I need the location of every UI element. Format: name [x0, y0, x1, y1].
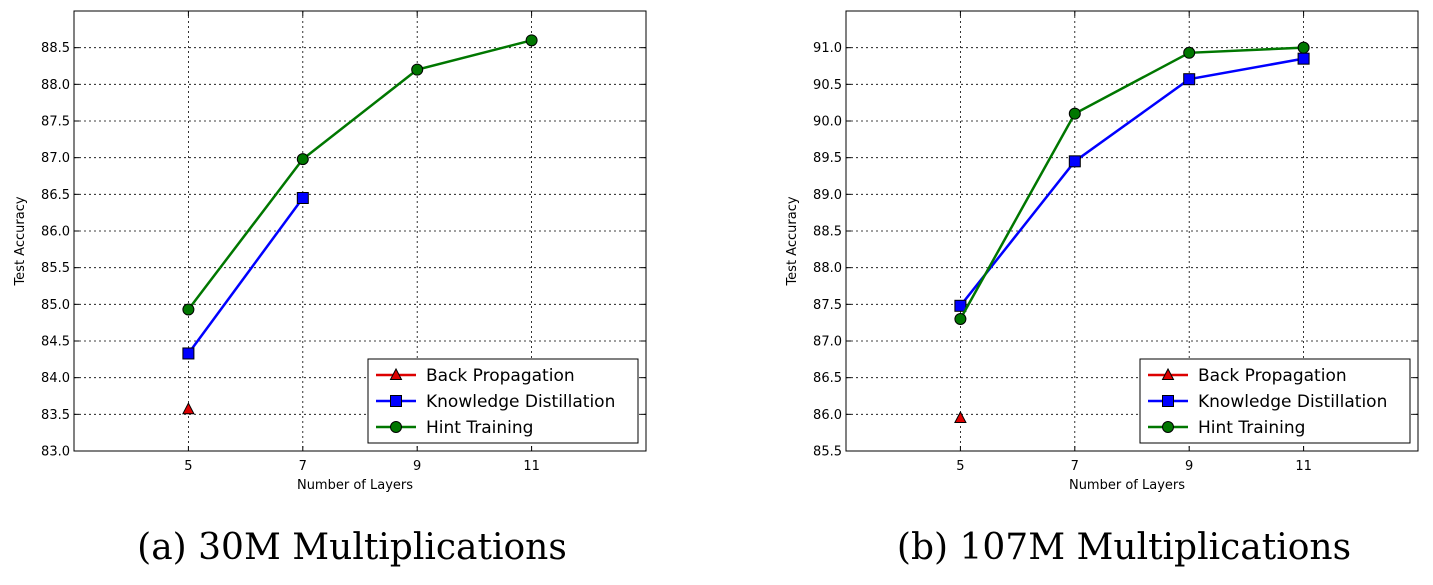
y-tick-label: 84.0 [41, 371, 70, 386]
series-2 [182, 34, 538, 316]
legend-marker [1162, 395, 1174, 407]
data-point [954, 313, 967, 325]
chart-caption: (a) 30M Multiplications [137, 527, 567, 568]
chart-caption: (b) 107M Multiplications [897, 527, 1351, 568]
legend: Back Propagation Knowledge Distillation Hi… [1139, 358, 1411, 444]
data-point [1297, 52, 1310, 65]
series-0 [182, 402, 195, 415]
series-2 [954, 41, 1310, 325]
legend-entry: Back Propagation [426, 366, 575, 386]
data-point [1183, 46, 1196, 59]
y-tick-label: 86.5 [41, 188, 70, 203]
legend-marker [389, 367, 403, 380]
y-tick-label: 88.5 [41, 41, 70, 56]
data-point [525, 34, 538, 47]
x-tick-label: 9 [1185, 459, 1193, 474]
y-tick-label: 85.5 [813, 445, 842, 460]
y-tick-label: 88.0 [41, 78, 70, 93]
data-point [296, 192, 309, 204]
data-point [1068, 107, 1081, 120]
y-tick-label: 89.5 [813, 151, 842, 166]
series-1 [954, 52, 1310, 312]
y-axis-label: Test Accuracy [13, 196, 28, 286]
x-tick-label: 7 [1071, 459, 1079, 474]
y-tick-label: 83.0 [41, 445, 70, 460]
series-0 [954, 410, 967, 423]
y-tick-label: 85.5 [41, 261, 70, 276]
y-tick-label: 87.5 [813, 298, 842, 313]
series-line [187, 197, 304, 355]
y-tick-label: 88.0 [813, 261, 842, 276]
y-tick-label: 89.0 [813, 188, 842, 203]
y-tick-label: 83.5 [41, 408, 70, 423]
legend: Back Propagation Knowledge Distillation Hi… [367, 358, 639, 444]
y-tick-label: 87.0 [41, 151, 70, 166]
x-tick-label: 11 [523, 459, 540, 474]
legend-marker [390, 395, 402, 407]
data-point [1297, 41, 1310, 54]
legend-marker [1161, 367, 1175, 380]
legend-entry: Hint Training [1198, 418, 1305, 438]
data-point [1183, 73, 1196, 86]
data-point [1068, 155, 1081, 168]
x-tick-label: 5 [184, 459, 192, 474]
y-tick-label: 84.5 [41, 335, 70, 350]
data-point [411, 63, 424, 76]
series-line [959, 46, 1304, 320]
x-tick-label: 11 [1295, 459, 1312, 474]
legend-entry: Knowledge Distillation [1198, 392, 1387, 412]
series-1 [182, 192, 309, 360]
series-line [959, 57, 1304, 307]
y-tick-label: 86.5 [813, 371, 842, 386]
legend-marker [390, 421, 402, 433]
x-tick-label: 5 [956, 459, 964, 474]
legend-entry: Knowledge Distillation [426, 392, 615, 412]
y-tick-label: 88.5 [813, 225, 842, 240]
legend-entry: Hint Training [426, 418, 533, 438]
x-axis-label: Number of Layers [1069, 478, 1185, 493]
data-point [954, 299, 967, 312]
data-point [954, 410, 967, 423]
chart-panel-1: 5 7 9 11 85.5 86.0 86.5 87.0 87.5 88.0 88.5 89.0 89.… [785, 10, 1419, 568]
x-tick-label: 7 [299, 459, 307, 474]
y-axis-label: Test Accuracy [785, 196, 800, 286]
data-point [296, 153, 309, 166]
x-axis-label: Number of Layers [297, 478, 413, 493]
data-point [182, 303, 195, 316]
y-tick-label: 87.0 [813, 335, 842, 350]
y-tick-label: 87.5 [41, 115, 70, 130]
data-point [182, 402, 195, 415]
y-tick-label: 90.5 [813, 78, 842, 93]
chart-panel-0: 5 7 9 11 83.0 83.5 84.0 84.5 85.0 85.5 86.0 86.5 87.… [13, 10, 647, 568]
y-tick-label: 85.0 [41, 298, 70, 313]
y-tick-label: 91.0 [813, 41, 842, 56]
legend-entry: Back Propagation [1198, 366, 1347, 386]
y-tick-label: 90.0 [813, 115, 842, 130]
legend-marker [1162, 421, 1174, 433]
y-tick-label: 86.0 [41, 225, 70, 240]
y-tick-label: 86.0 [813, 408, 842, 423]
data-point [182, 347, 195, 360]
series-line [187, 39, 532, 311]
x-tick-label: 9 [413, 459, 421, 474]
